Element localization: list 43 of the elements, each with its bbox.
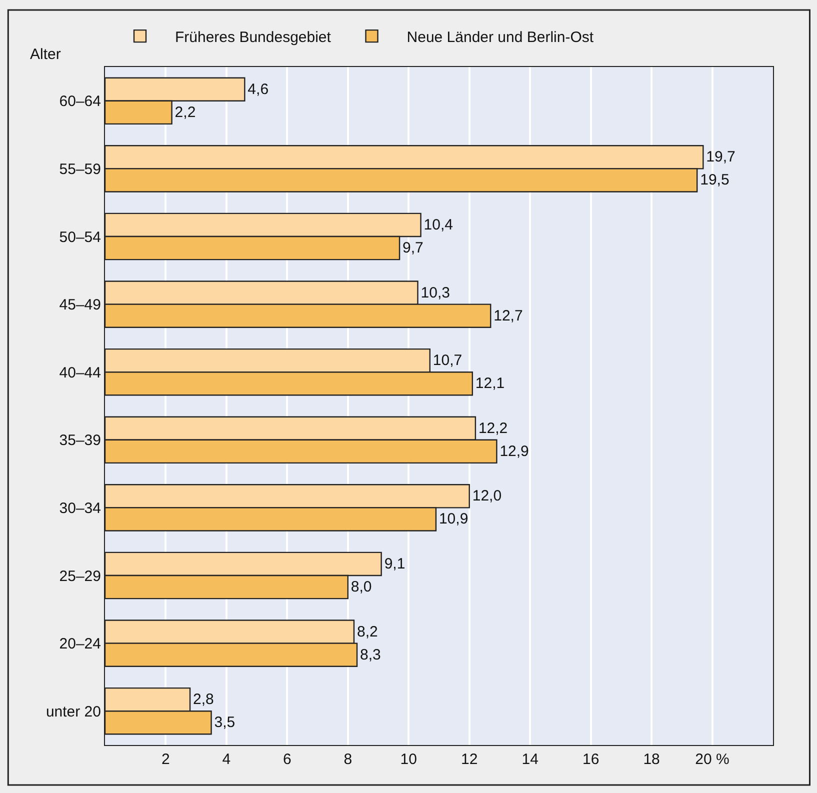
y-tick-label: 30–34 <box>59 500 101 517</box>
data-label: 9,1 <box>384 555 406 572</box>
data-label: 2,2 <box>174 104 196 121</box>
data-label: 10,3 <box>420 284 450 302</box>
data-label: 10,9 <box>438 510 468 528</box>
data-label: 9,7 <box>402 240 424 257</box>
x-tick-label: 4 <box>222 751 231 768</box>
x-tick-label: 12 <box>461 751 478 768</box>
y-tick-label: 60–64 <box>59 93 101 110</box>
y-tick-label: 40–44 <box>59 364 101 382</box>
data-label: 12,7 <box>494 307 523 324</box>
data-label: 4,6 <box>248 80 269 98</box>
x-tick-label: 20 % <box>695 751 730 768</box>
y-axis-title: Alter <box>30 46 61 63</box>
x-tick-label: 2 <box>162 751 170 768</box>
y-tick-label: 50–54 <box>59 228 101 246</box>
legend-label: Früheres Bundesgebiet <box>175 28 332 46</box>
data-label: 10,7 <box>432 352 462 370</box>
y-tick-label: 25–29 <box>59 568 101 585</box>
data-label: 12,9 <box>500 442 529 460</box>
x-tick-label: 10 <box>400 751 417 768</box>
y-tick-label: 45–49 <box>59 296 101 314</box>
x-tick-label: 14 <box>522 751 538 768</box>
y-tick-label: 35–39 <box>59 432 101 450</box>
data-label: 2,8 <box>193 691 214 708</box>
x-tick-label: 18 <box>643 751 660 768</box>
data-label: 12,1 <box>475 375 505 392</box>
data-label: 12,2 <box>478 420 508 437</box>
y-tick-label: 55–59 <box>59 160 101 178</box>
y-tick-label: unter 20 <box>46 703 101 720</box>
y-tick-label: 20–24 <box>59 636 101 653</box>
data-label: 10,4 <box>424 216 453 234</box>
data-label: 19,7 <box>706 148 736 166</box>
data-label: 12,0 <box>472 488 502 505</box>
legend-label: Neue Länder und Berlin-Ost <box>406 28 594 46</box>
data-label: 19,5 <box>700 172 730 189</box>
data-label: 8,2 <box>356 623 378 640</box>
x-tick-label: 8 <box>344 751 352 768</box>
x-tick-label: 16 <box>582 751 600 768</box>
data-label: 8,3 <box>360 646 381 664</box>
data-label: 8,0 <box>350 578 372 596</box>
data-label: 3,5 <box>214 714 236 732</box>
x-tick-label: 6 <box>283 751 292 768</box>
